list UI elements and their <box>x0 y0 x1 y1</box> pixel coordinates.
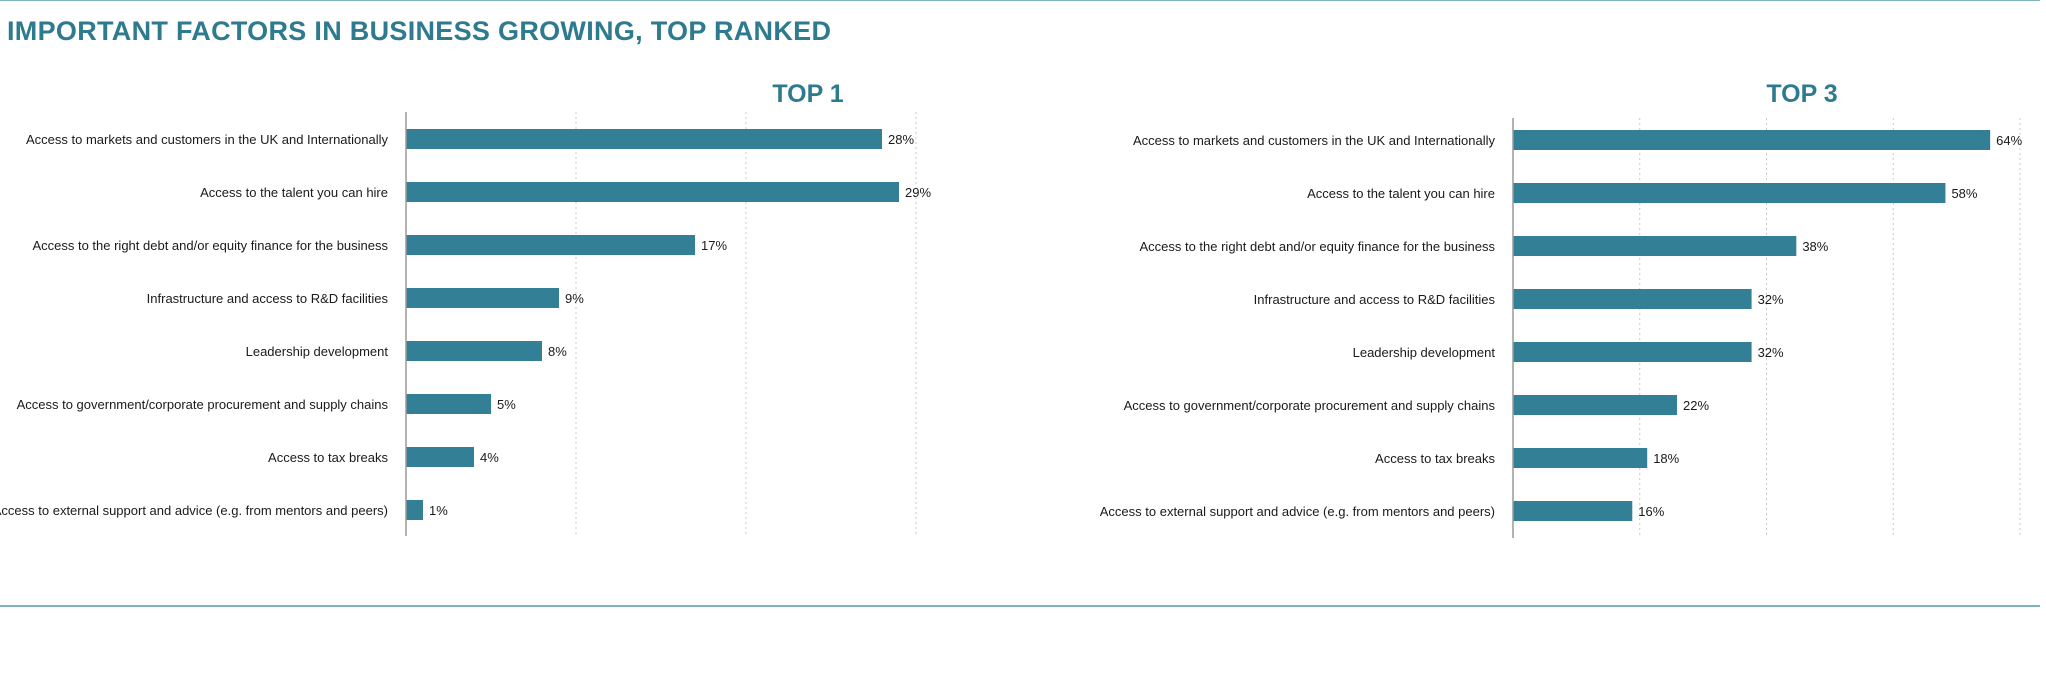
chart2-bar <box>1513 130 1991 150</box>
chart2-bar <box>1513 183 1946 203</box>
chart2-value-label: 38% <box>1802 239 1828 254</box>
chart2-title: TOP 3 <box>1766 80 1837 108</box>
chart1-bar <box>406 235 695 255</box>
chart2-bar <box>1513 236 1797 256</box>
chart1-value-label: 4% <box>480 450 499 465</box>
chart1-title: TOP 1 <box>772 80 843 108</box>
chart1-value-label: 28% <box>888 132 914 147</box>
chart1-bar <box>406 394 491 414</box>
chart1-category-label: Access to government/corporate procureme… <box>17 397 389 412</box>
chart-top3: TOP 3 Access to markets and customers in … <box>1100 80 2023 538</box>
chart2-bar <box>1513 448 1648 468</box>
chart1-category-label: Access to external support and advice (e… <box>0 503 388 518</box>
chart2-category-label: Infrastructure and access to R&D facilit… <box>1254 292 1496 307</box>
chart1-category-label: Access to markets and customers in the U… <box>26 132 389 147</box>
chart2-category-label: Access to government/corporate procureme… <box>1124 398 1496 413</box>
chart2-category-label: Access to external support and advice (e… <box>1100 504 1495 519</box>
chart2-value-label: 18% <box>1653 451 1679 466</box>
chart2-value-label: 32% <box>1758 345 1784 360</box>
chart1-category-label: Infrastructure and access to R&D facilit… <box>147 291 389 306</box>
chart2-category-label: Access to tax breaks <box>1375 451 1495 466</box>
chart1-bar <box>406 447 474 467</box>
chart1-category-label: Access to the talent you can hire <box>200 185 388 200</box>
chart1-bar <box>406 182 899 202</box>
chart1-value-label: 17% <box>701 238 727 253</box>
chart1-category-label: Access to tax breaks <box>268 450 388 465</box>
chart1-bar <box>406 500 423 520</box>
chart-top1: TOP 1 Access to markets and customers in … <box>0 80 931 536</box>
chart2-bar <box>1513 289 1752 309</box>
chart2-value-label: 32% <box>1758 292 1784 307</box>
chart2-value-label: 64% <box>1996 133 2022 148</box>
chart1-category-label: Access to the right debt and/or equity f… <box>32 238 388 253</box>
chart2-category-label: Access to the right debt and/or equity f… <box>1139 239 1495 254</box>
chart1-value-label: 5% <box>497 397 516 412</box>
chart2-value-label: 22% <box>1683 398 1709 413</box>
chart2-value-label: 58% <box>1951 186 1977 201</box>
chart2-value-label: 16% <box>1638 504 1664 519</box>
top-rule <box>0 0 2040 1</box>
chart1-bar <box>406 129 882 149</box>
bottom-rule <box>0 605 2040 607</box>
chart2-category-label: Access to the talent you can hire <box>1307 186 1495 201</box>
chart1-category-label: Leadership development <box>246 344 389 359</box>
chart1-value-label: 8% <box>548 344 567 359</box>
chart1-bar <box>406 341 542 361</box>
chart1-value-label: 9% <box>565 291 584 306</box>
page-title: IMPORTANT FACTORS IN BUSINESS GROWING, T… <box>7 16 832 46</box>
chart1-value-label: 29% <box>905 185 931 200</box>
chart1-bar <box>406 288 559 308</box>
chart2-category-label: Leadership development <box>1353 345 1496 360</box>
chart2-bar <box>1513 342 1752 362</box>
chart2-category-label: Access to markets and customers in the U… <box>1133 133 1496 148</box>
chart2-bar <box>1513 501 1633 521</box>
chart1-value-label: 1% <box>429 503 448 518</box>
chart2-bar <box>1513 395 1678 415</box>
